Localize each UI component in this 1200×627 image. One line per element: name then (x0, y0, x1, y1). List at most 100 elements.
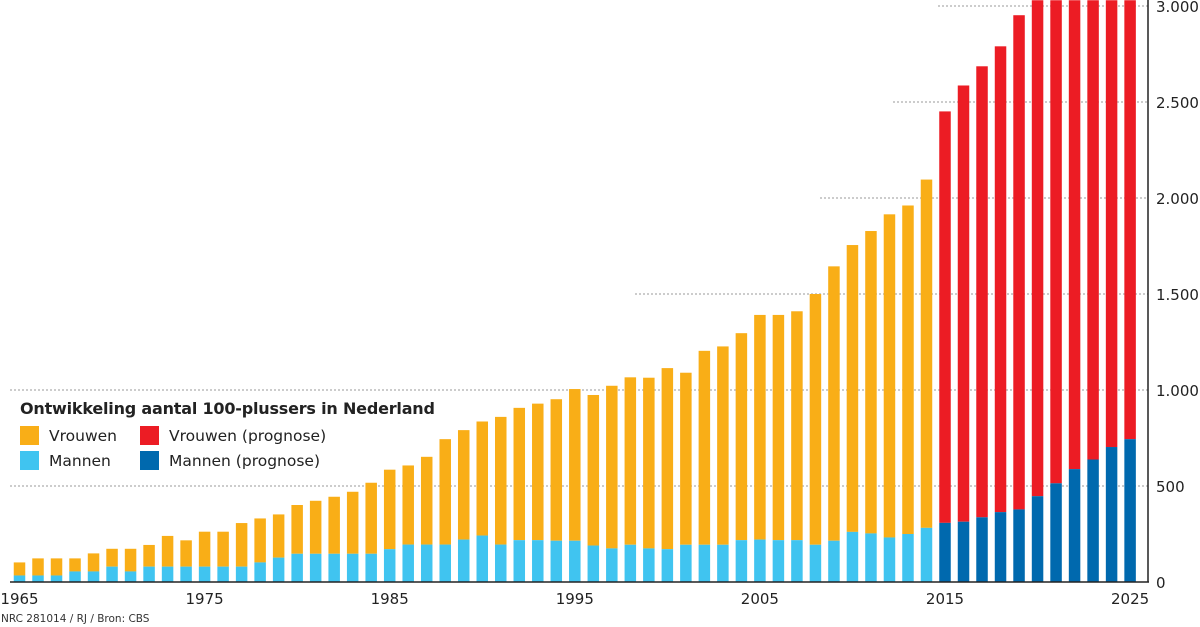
bar-vrouwen-1973 (161, 535, 174, 567)
bar-vrouwen-1984 (365, 482, 377, 554)
bar-vrouwen-1971 (124, 548, 137, 572)
bar-vrouwen-2011 (865, 231, 877, 534)
bar-vrouwen-1998 (624, 377, 637, 545)
bar-vrouwen-1991 (495, 416, 507, 545)
y-tick-label: 1.500 (1156, 286, 1199, 304)
x-tick-label: 1975 (186, 590, 224, 608)
bar-mannen-2016 (957, 521, 970, 582)
legend-item-mannen-prognose: Mannen (prognose) (140, 451, 360, 470)
bar-vrouwen-2013 (902, 205, 914, 534)
bar-vrouwen-2014 (920, 179, 933, 528)
bar-mannen-1976 (217, 566, 229, 582)
bar-mannen-2004 (735, 540, 748, 582)
legend-label: Vrouwen (prognose) (169, 426, 327, 445)
bar-mannen-2011 (865, 533, 877, 582)
bar-mannen-2020 (1031, 496, 1044, 582)
bar-mannen-2008 (809, 544, 822, 582)
bar-mannen-1966 (32, 575, 44, 582)
bar-mannen-1974 (180, 566, 192, 582)
bar-vrouwen-2009 (828, 266, 840, 541)
legend: Ontwikkeling aantal 100-plussers in Nede… (20, 399, 435, 470)
bar-mannen-2025 (1124, 439, 1136, 582)
bar-mannen-2015 (939, 522, 951, 582)
y-tick-label: 500 (1156, 478, 1185, 496)
bar-vrouwen-1993 (532, 403, 544, 541)
bar-vrouwen-2008 (809, 294, 822, 545)
bar-mannen-1983 (346, 553, 359, 582)
bar-mannen-2000 (661, 549, 674, 582)
bar-vrouwen-2022 (1068, 0, 1081, 470)
bar-mannen-1986 (402, 544, 414, 582)
bar-vrouwen-1968 (69, 558, 81, 572)
bar-mannen-1979 (272, 557, 285, 582)
bar-vrouwen-1985 (383, 469, 396, 550)
bar-vrouwen-1997 (606, 385, 618, 549)
bar-mannen-1996 (587, 545, 600, 582)
bar-mannen-1995 (569, 540, 581, 582)
bar-mannen-2006 (772, 540, 785, 582)
bar-mannen-1982 (328, 553, 340, 582)
bar-vrouwen-1980 (291, 505, 303, 554)
bar-vrouwen-1976 (217, 531, 229, 567)
bar-mannen-2003 (717, 544, 729, 582)
bar-vrouwen-1994 (550, 399, 563, 541)
bar-mannen-1990 (476, 535, 488, 582)
bar-mannen-2014 (920, 527, 933, 582)
bar-vrouwen-1986 (402, 465, 414, 545)
x-tick-label: 2015 (926, 590, 964, 608)
bar-mannen-1993 (532, 540, 544, 582)
bar-mannen-1967 (50, 575, 63, 582)
bar-vrouwen-2006 (772, 314, 785, 541)
legend-item-vrouwen: Vrouwen (20, 426, 140, 445)
bar-vrouwen-2000 (661, 368, 674, 550)
legend-item-vrouwen-prognose: Vrouwen (prognose) (140, 426, 360, 445)
bar-vrouwen-1970 (106, 548, 118, 567)
bar-vrouwen-1978 (254, 518, 266, 563)
x-tick-label: 1965 (0, 590, 38, 608)
bar-vrouwen-1999 (643, 377, 655, 549)
legend-swatch-mannen (20, 451, 39, 470)
bar-mannen-1984 (365, 553, 377, 582)
bar-mannen-1969 (87, 571, 100, 582)
bar-mannen-2019 (1013, 509, 1025, 582)
bar-vrouwen-1979 (272, 514, 285, 558)
bar-vrouwen-1981 (309, 500, 322, 554)
bar-mannen-1971 (124, 571, 137, 582)
bar-vrouwen-2002 (698, 350, 711, 545)
bar-mannen-1977 (235, 566, 248, 582)
bar-vrouwen-1965 (13, 562, 26, 576)
bar-vrouwen-2007 (791, 311, 803, 541)
bar-vrouwen-2010 (846, 245, 859, 532)
bar-mannen-1999 (643, 548, 655, 582)
bar-mannen-1970 (106, 566, 118, 582)
bar-mannen-1989 (457, 539, 470, 582)
bar-vrouwen-2024 (1105, 0, 1118, 448)
bar-mannen-2017 (976, 517, 988, 582)
bar-mannen-1980 (291, 553, 303, 582)
bar-vrouwen-2017 (976, 66, 988, 518)
bar-mannen-1972 (143, 566, 155, 582)
legend-item-mannen: Mannen (20, 451, 140, 470)
bar-vrouwen-1969 (87, 553, 100, 572)
bar-vrouwen-2001 (680, 372, 692, 545)
x-tick-label: 2005 (741, 590, 779, 608)
legend-label: Vrouwen (49, 426, 117, 445)
bar-vrouwen-1966 (32, 558, 44, 576)
bar-mannen-2022 (1068, 469, 1081, 582)
bar-vrouwen-2005 (754, 314, 766, 540)
bar-mannen-2021 (1050, 483, 1062, 582)
bar-vrouwen-1989 (457, 430, 470, 540)
source-note: NRC 281014 / RJ / Bron: CBS (1, 613, 150, 625)
bar-vrouwen-1972 (143, 544, 155, 567)
bar-mannen-1981 (309, 553, 322, 582)
bar-vrouwen-2023 (1087, 0, 1099, 460)
bar-mannen-2024 (1105, 447, 1118, 582)
y-tick-label: 2.000 (1156, 190, 1199, 208)
bar-vrouwen-1974 (180, 540, 192, 567)
bar-mannen-2010 (846, 531, 859, 582)
bar-vrouwen-1992 (513, 407, 526, 541)
bar-mannen-2018 (994, 512, 1007, 582)
bar-vrouwen-1982 (328, 496, 340, 554)
y-tick-label: 0 (1156, 574, 1166, 592)
bar-vrouwen-2012 (883, 214, 896, 538)
